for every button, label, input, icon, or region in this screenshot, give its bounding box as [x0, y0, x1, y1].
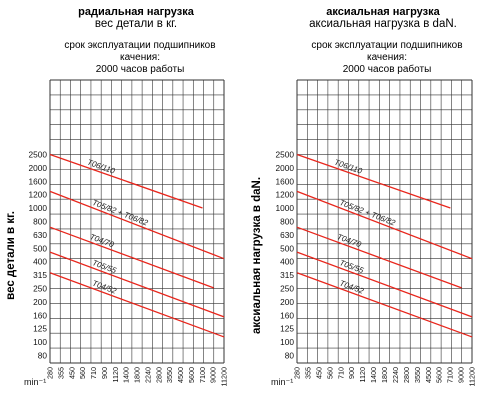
- y-tick-label: 1600: [276, 176, 295, 186]
- y-tick-label: 250: [280, 284, 294, 294]
- x-tick-label: 2240: [391, 367, 400, 383]
- y-tick-label: 1200: [29, 190, 48, 200]
- y-tick-label: 800: [280, 217, 294, 227]
- x-tick-label: 4500: [176, 367, 185, 383]
- x-tick-label: 450: [314, 367, 323, 379]
- x-tick-label: 5600: [435, 367, 444, 383]
- x-tick-label: 5600: [187, 367, 196, 383]
- y-tick-label: 80: [38, 351, 48, 361]
- x-axis-label: min⁻¹: [271, 377, 293, 387]
- chart-title: аксиальная нагрузка: [326, 6, 440, 18]
- chart-caption-line: качения:: [120, 52, 160, 63]
- y-tick-label: 200: [280, 297, 294, 307]
- x-tick-label: 4500: [424, 367, 433, 383]
- y-tick-label: 1000: [29, 203, 48, 213]
- series-label: T05/82 + T06/82: [91, 198, 150, 228]
- y-axis-label: вес детали в кг.: [5, 211, 17, 300]
- x-tick-label: 560: [78, 367, 87, 379]
- y-tick-label: 400: [280, 257, 294, 267]
- chart-caption-line: качения:: [367, 52, 407, 63]
- y-tick-label: 2500: [29, 149, 48, 159]
- x-tick-label: 355: [56, 367, 65, 379]
- y-tick-label: 2000: [276, 163, 295, 173]
- y-tick-label: 125: [33, 324, 47, 334]
- series-line: [296, 153, 451, 209]
- y-tick-label: 1600: [29, 176, 48, 186]
- y-tick-label: 315: [33, 270, 47, 280]
- x-tick-label: 2800: [154, 367, 163, 383]
- x-tick-label: 710: [89, 367, 98, 379]
- x-tick-label: 11200: [468, 367, 477, 386]
- y-tick-label: 315: [280, 270, 294, 280]
- series-line: [49, 153, 203, 209]
- x-tick-label: 9000: [209, 367, 218, 383]
- x-tick-label: 9000: [457, 367, 466, 383]
- x-tick-label: 11200: [220, 367, 229, 386]
- x-tick-label: 355: [303, 367, 312, 379]
- y-tick-label: 1000: [276, 203, 295, 213]
- x-tick-label: 710: [336, 367, 345, 379]
- x-tick-label: 900: [100, 367, 109, 379]
- series-line: [296, 226, 462, 289]
- x-tick-label: 1400: [369, 367, 378, 383]
- x-tick-label: 1120: [358, 367, 367, 382]
- x-tick-label: 2800: [402, 367, 411, 383]
- y-tick-label: 250: [33, 284, 47, 294]
- series-line: [49, 251, 225, 318]
- x-tick-label: 2240: [143, 367, 152, 383]
- y-tick-label: 500: [280, 243, 294, 253]
- x-tick-label: 3550: [413, 367, 422, 383]
- y-axis-label: аксиальная нагрузка в daN.: [251, 177, 263, 334]
- x-tick-label: 7100: [198, 367, 207, 383]
- series-line: [49, 226, 214, 289]
- x-tick-label: 7100: [446, 367, 455, 383]
- series-line: [49, 272, 225, 338]
- chart-caption-line: 2000 часов работы: [343, 63, 432, 75]
- x-tick-label: 450: [67, 367, 76, 379]
- series-line: [296, 251, 473, 318]
- x-tick-label: 1800: [133, 367, 142, 383]
- y-tick-label: 400: [33, 257, 47, 267]
- chart-caption-line: 2000 часов работы: [96, 63, 185, 75]
- x-tick-label: 900: [347, 367, 356, 379]
- chart-subtitle: вес детали в кг.: [95, 18, 177, 30]
- x-axis-label: min⁻¹: [24, 377, 46, 387]
- y-tick-label: 100: [280, 337, 294, 347]
- y-tick-label: 160: [33, 310, 47, 320]
- y-tick-label: 630: [33, 230, 47, 240]
- x-tick-label: 560: [325, 367, 334, 379]
- y-tick-label: 800: [33, 217, 47, 227]
- series-line: [49, 190, 225, 260]
- y-tick-label: 500: [33, 243, 47, 253]
- series-label: T05/82 + T06/82: [338, 198, 397, 228]
- y-tick-label: 2000: [29, 163, 48, 173]
- x-tick-label: 3550: [165, 367, 174, 383]
- chart-caption-line: срок эксплуатации подшипников: [311, 40, 462, 51]
- chart-title: радиальная нагрузка: [78, 6, 195, 18]
- y-tick-label: 80: [285, 351, 295, 361]
- y-tick-label: 630: [280, 230, 294, 240]
- y-tick-label: 1200: [276, 190, 295, 200]
- x-tick-label: 280: [293, 367, 302, 379]
- x-tick-label: 1120: [111, 367, 120, 382]
- x-tick-label: 280: [46, 367, 55, 379]
- y-tick-label: 200: [33, 297, 47, 307]
- chart-caption-line: срок эксплуатации подшипников: [64, 40, 215, 51]
- series-line: [296, 272, 473, 338]
- x-tick-label: 1800: [380, 367, 389, 383]
- chart-subtitle: аксиальная нагрузка в daN.: [309, 18, 457, 30]
- y-tick-label: 125: [280, 324, 294, 334]
- x-tick-label: 1400: [122, 367, 131, 383]
- y-tick-label: 100: [33, 337, 47, 347]
- series-line: [296, 190, 473, 260]
- y-tick-label: 160: [280, 310, 294, 320]
- y-tick-label: 2500: [276, 149, 295, 159]
